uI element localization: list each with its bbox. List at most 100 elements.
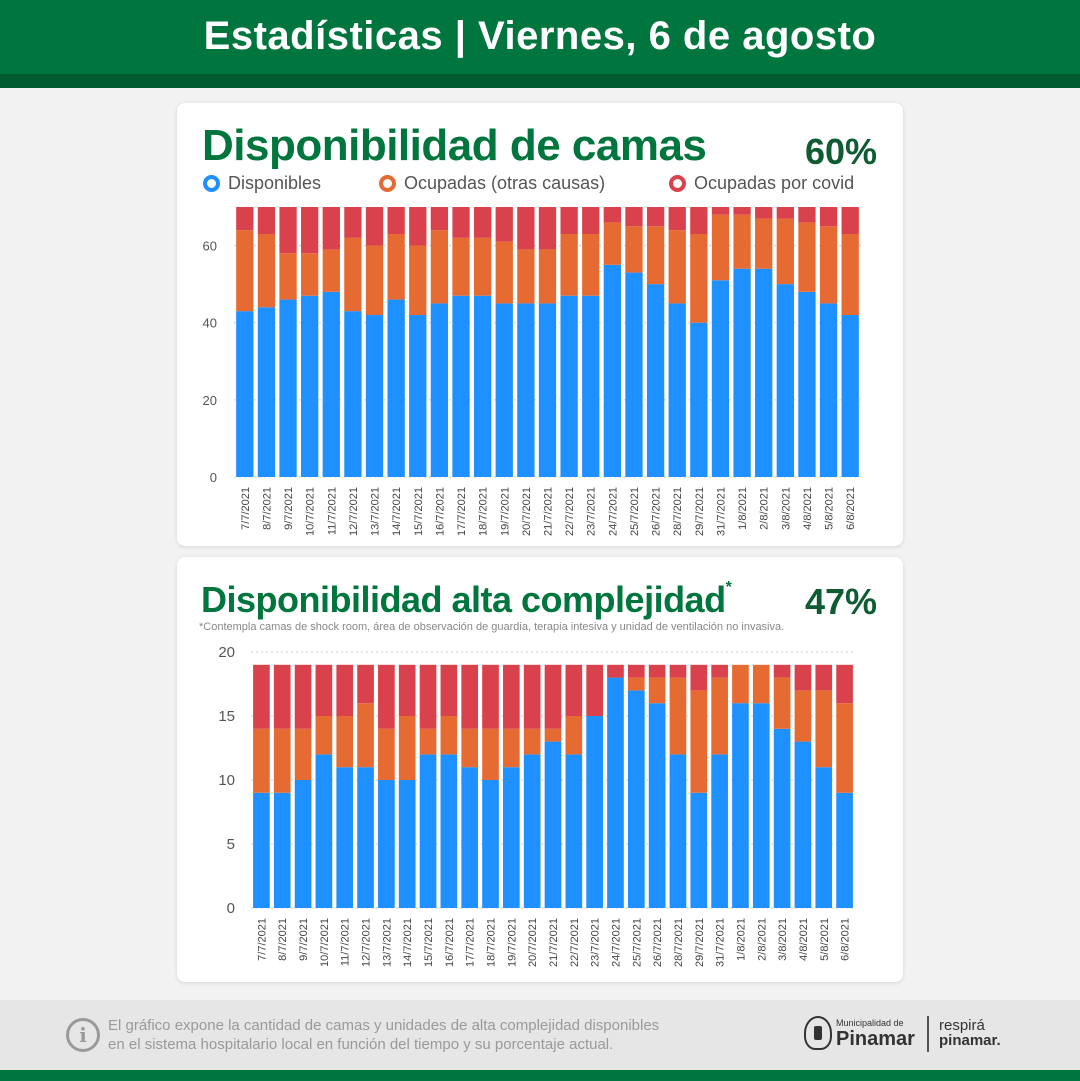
bar-segment — [452, 237, 470, 296]
bar-segment — [322, 249, 340, 292]
legend-label: Disponibles — [228, 173, 322, 193]
bar-segment — [819, 303, 838, 477]
bar-segment — [565, 754, 583, 908]
x-tick-label: 13/7/2021 — [370, 487, 382, 536]
bar-segment — [752, 703, 770, 908]
bar-segment — [603, 222, 622, 265]
bar-segment — [365, 207, 384, 246]
bar-segment — [387, 299, 405, 477]
bar-segment — [711, 754, 728, 908]
bar-segment — [440, 716, 458, 755]
bar-segment — [344, 311, 362, 477]
x-tick-label: 14/7/2021 — [402, 918, 414, 967]
bar-segment — [711, 280, 730, 477]
bar-segment — [627, 690, 645, 908]
bar-segment — [668, 303, 686, 477]
bar-segment — [565, 716, 583, 755]
bar-segment — [668, 207, 686, 231]
bar-segment — [419, 728, 437, 755]
card-title: Disponibilidad de camas — [202, 121, 707, 170]
x-tick-label: 11/7/2021 — [326, 487, 338, 535]
bar-segment — [732, 703, 749, 908]
bar-segment — [523, 728, 541, 755]
bar-segment — [236, 230, 254, 312]
bar-segment — [836, 703, 853, 793]
x-tick-label: 25/7/2021 — [629, 487, 641, 536]
bar-segment — [495, 303, 513, 477]
legend-item-disponibles: Disponibles — [203, 173, 321, 194]
bar-segment — [279, 299, 297, 477]
x-tick-label: 31/7/2021 — [715, 487, 727, 536]
bar-segment — [409, 207, 427, 246]
bar-segment — [495, 207, 513, 242]
bar-segment — [294, 664, 312, 729]
header-stripe — [0, 74, 1080, 88]
bar-segment — [236, 207, 254, 231]
y-tick-label: 10 — [218, 772, 235, 789]
bar-segment — [732, 664, 749, 704]
percent-value: 47% — [804, 581, 877, 622]
x-tick-label: 4/8/2021 — [802, 487, 814, 530]
bar-segment — [236, 311, 254, 477]
bar-segment — [503, 664, 520, 729]
bar-segment — [461, 728, 479, 768]
x-tick-label: 1/8/2021 — [737, 487, 749, 530]
bar-segment — [773, 728, 791, 908]
logo-small-text: Municipalidad de — [836, 1018, 904, 1028]
bar-segment — [794, 664, 812, 691]
x-tick-label: 10/7/2021 — [319, 918, 331, 967]
x-tick-label: 11/7/2021 — [340, 918, 352, 966]
bar-segment — [452, 295, 470, 477]
x-tick-label: 3/8/2021 — [777, 918, 789, 961]
bar-segment — [301, 295, 319, 477]
bar-segment — [582, 207, 600, 234]
bar-segment — [603, 264, 622, 477]
bar-segment — [315, 754, 333, 908]
x-tick-label: 5/8/2021 — [824, 487, 836, 530]
x-tick-label: 28/7/2021 — [672, 487, 684, 536]
bar-segment — [648, 703, 666, 908]
x-tick-label: 6/8/2021 — [845, 487, 857, 530]
bar-segment — [773, 664, 791, 678]
bar-segment — [565, 664, 583, 716]
x-tick-label: 12/7/2021 — [348, 487, 360, 536]
legend-label: Ocupadas por covid — [694, 173, 855, 193]
footnote: *Contempla camas de shock room, área de … — [199, 621, 785, 633]
x-tick-label: 14/7/2021 — [391, 487, 403, 536]
bar-segment — [755, 207, 773, 219]
bar-segment — [776, 207, 794, 219]
footer-line: en el sistema hospitalario local en func… — [108, 1036, 614, 1053]
x-tick-label: 7/7/2021 — [256, 918, 268, 961]
bar-segment — [586, 664, 603, 716]
x-tick-label: 5/8/2021 — [819, 918, 831, 961]
x-tick-label: 24/7/2021 — [610, 918, 622, 967]
bar-segment — [419, 664, 437, 729]
bar-segment — [315, 716, 333, 755]
x-tick-label: 2/8/2021 — [756, 918, 768, 961]
bar-segment — [582, 234, 600, 296]
x-tick-label: 4/8/2021 — [798, 918, 810, 961]
bar-segment — [461, 664, 479, 729]
bar-segment — [836, 792, 853, 908]
x-tick-label: 9/7/2021 — [298, 918, 310, 961]
y-tick-label: 40 — [203, 316, 217, 331]
bar-segment — [690, 690, 708, 793]
bar-segment — [669, 677, 687, 755]
bar-segment — [627, 664, 645, 678]
bar-segment — [301, 253, 319, 296]
x-tick-label: 28/7/2021 — [673, 918, 685, 967]
bar-segment — [776, 284, 794, 477]
slogan-line: pinamar. — [939, 1032, 1001, 1049]
legend-label: Ocupadas (otras causas) — [404, 173, 606, 193]
bar-segment — [690, 207, 708, 234]
beds-stacked-bar-chart: 0 20 40 60 7/7/2021 8/7/2021 9/7/2021 10/7/2021… — [203, 207, 861, 536]
bar-segment — [398, 664, 416, 716]
bar-segment — [625, 207, 643, 227]
bar-segment — [461, 767, 479, 908]
bar-segment — [357, 703, 374, 768]
bar-segment — [711, 677, 728, 755]
bar-segment — [273, 792, 291, 908]
bar-segment — [409, 315, 427, 477]
legend-marker — [203, 175, 220, 192]
x-tick-label: 10/7/2021 — [305, 487, 317, 536]
